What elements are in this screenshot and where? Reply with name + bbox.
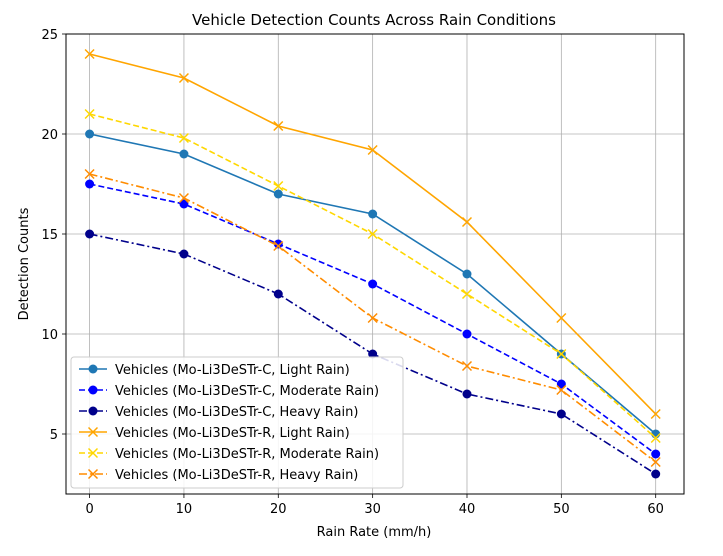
legend-label: Vehicles (Mo-Li3DeSTr-R, Heavy Rain) [115,468,358,483]
data-point [651,449,661,459]
data-point [178,132,189,144]
data-point [556,409,566,419]
data-point [179,149,189,159]
legend-marker [88,406,98,416]
legend-item: Vehicles (Mo-Li3DeSTr-R, Heavy Rain) [79,468,358,483]
data-point [462,329,472,339]
y-tick-label: 25 [41,28,58,43]
data-point [367,312,378,324]
x-tick-label: 30 [364,502,381,517]
y-axis-label: Detection Counts [17,207,32,320]
y-tick-label: 20 [41,128,58,143]
data-point [650,456,661,468]
data-point [462,269,472,279]
data-point [178,192,189,204]
legend-item: Vehicles (Mo-Li3DeSTr-R, Light Rain) [79,426,350,441]
data-point [556,384,567,396]
x-axis-label: Rain Rate (mm/h) [317,525,432,540]
data-point [273,120,284,132]
data-point [650,432,661,444]
data-point [556,348,567,360]
data-point [85,229,95,239]
x-tick-label: 0 [85,502,93,517]
legend: Vehicles (Mo-Li3DeSTr-C, Light Rain) Vehi… [70,356,404,489]
data-point [273,289,283,299]
legend-box [70,356,404,489]
legend-marker [88,364,98,374]
data-point [178,72,189,84]
legend-marker [87,426,99,438]
data-point [179,199,189,209]
legend-label: Vehicles (Mo-Li3DeSTr-C, Moderate Rain) [115,384,379,399]
series-4 [84,48,661,420]
data-point [556,379,566,389]
plot-frame [65,33,685,495]
series-6 [84,168,661,468]
data-point [462,389,472,399]
data-point [461,360,473,372]
data-point [368,279,378,289]
series-2 [85,179,661,459]
data-point [273,239,283,249]
legend-label: Vehicles (Mo-Li3DeSTr-C, Light Rain) [115,363,350,378]
legend-marker [88,385,98,395]
data-point [273,189,283,199]
data-point [461,288,473,300]
legend-label: Vehicles (Mo-Li3DeSTr-R, Moderate Rain) [115,447,379,462]
legend-item: Vehicles (Mo-Li3DeSTr-C, Heavy Rain) [79,405,358,420]
series-3 [85,229,661,479]
x-tick-label: 40 [459,502,476,517]
data-point [85,179,95,189]
legend-label: Vehicles (Mo-Li3DeSTr-R, Light Rain) [115,426,350,441]
chart-title: Vehicle Detection Counts Across Rain Con… [192,11,556,29]
data-point [273,240,284,252]
data-point [461,216,473,228]
x-tick-label: 20 [270,502,287,517]
data-point [651,469,661,479]
data-point [179,249,189,259]
x-tick-label: 10 [176,502,193,517]
data-point [368,209,378,219]
x-tick-label: 60 [647,502,664,517]
legend-item: Vehicles (Mo-Li3DeSTr-C, Light Rain) [79,363,350,378]
data-point [84,168,95,180]
data-point [84,108,95,120]
data-point [650,408,661,420]
y-tick-label: 5 [50,428,58,443]
axis-ticks: 0 10 20 30 40 50 60 5 10 15 20 25 [41,28,664,517]
legend-marker [87,468,99,480]
x-tick-label: 50 [553,502,570,517]
data-point [367,228,378,240]
series-5 [84,108,661,444]
data-point [368,349,378,359]
y-tick-label: 15 [41,228,58,243]
y-tick-label: 10 [41,328,58,343]
data-point [84,48,95,60]
data-point [556,312,567,324]
data-point [273,180,284,192]
legend-item: Vehicles (Mo-Li3DeSTr-C, Moderate Rain) [79,384,379,399]
legend-marker [87,447,99,459]
legend-item: Vehicles (Mo-Li3DeSTr-R, Moderate Rain) [79,447,379,462]
series-layer [84,48,661,479]
data-point [367,144,378,156]
legend-label: Vehicles (Mo-Li3DeSTr-C, Heavy Rain) [115,405,358,420]
data-point [85,129,95,139]
